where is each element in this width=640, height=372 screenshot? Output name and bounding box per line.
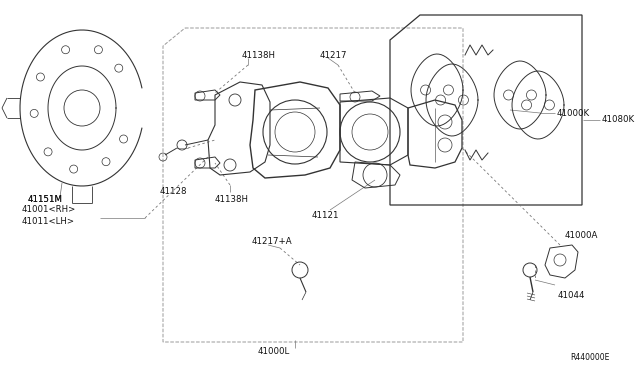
Text: 41000K: 41000K: [557, 109, 590, 118]
Text: 41217+A: 41217+A: [252, 237, 292, 247]
Text: 41000L: 41000L: [258, 347, 291, 356]
Text: 41217: 41217: [320, 51, 348, 60]
Text: 41138H: 41138H: [215, 196, 249, 205]
Text: 41001<RH>: 41001<RH>: [22, 205, 76, 215]
Text: 41080K: 41080K: [602, 115, 635, 125]
Text: 41151M: 41151M: [28, 196, 63, 205]
Text: 41121: 41121: [312, 211, 339, 219]
Text: 41128: 41128: [160, 187, 188, 196]
Text: 41011<LH>: 41011<LH>: [22, 218, 75, 227]
Text: 41000A: 41000A: [565, 231, 598, 240]
Text: 41151M: 41151M: [28, 196, 63, 205]
Text: 41044: 41044: [558, 291, 586, 299]
Text: 41138H: 41138H: [242, 51, 276, 60]
Text: R440000E: R440000E: [570, 353, 609, 362]
